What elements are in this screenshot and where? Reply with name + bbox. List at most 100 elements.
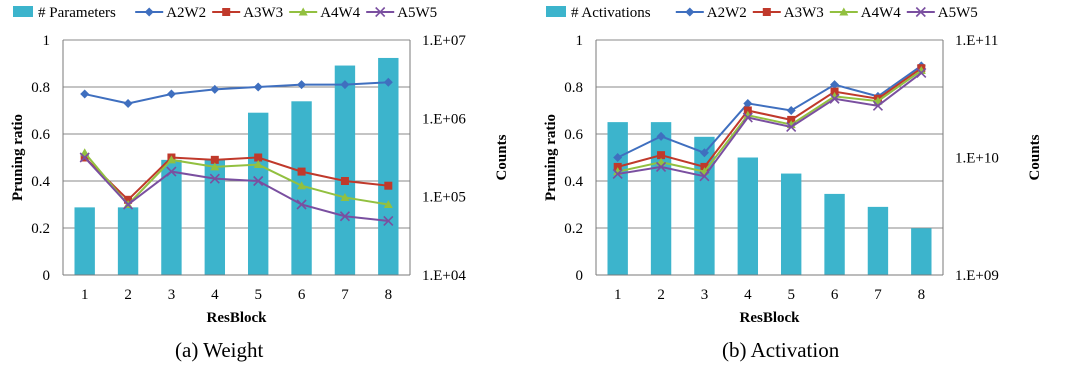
- y2-tick-label: 1.E+09: [955, 268, 999, 284]
- series-point: [872, 100, 884, 111]
- y-tick-label: 0.2: [31, 221, 50, 237]
- legend-marker: [762, 8, 771, 16]
- legend-label-bars: # Activations: [571, 5, 651, 21]
- x-axis-title: ResBlock: [207, 310, 268, 326]
- series-point: [254, 153, 263, 162]
- series-point: [296, 199, 307, 210]
- y-tick-label: 0: [576, 268, 584, 284]
- y2-tick-label: 1.E+06: [422, 111, 466, 127]
- series-point: [699, 148, 709, 158]
- bar: [247, 112, 269, 275]
- x-tick-label: 6: [298, 287, 306, 303]
- series-point: [656, 131, 666, 141]
- series-point: [613, 153, 623, 162]
- bar: [780, 173, 802, 275]
- legend-marker: [839, 7, 849, 16]
- series-point: [123, 98, 133, 108]
- series-point: [787, 115, 796, 124]
- weight-chart: 0 0.2 0.4 0.6 0.8 1 1.E+04 1.E+05 1.E+06 1.E+07 1 2…: [10, 5, 510, 326]
- series-point: [743, 106, 752, 115]
- caption-activation: (b) Activation: [722, 338, 840, 362]
- series-point: [209, 173, 220, 184]
- legend-label: A2W2: [166, 5, 206, 21]
- x-tick-label: 7: [341, 287, 349, 303]
- legend-label: A4W4: [320, 5, 360, 21]
- legend-marker: [144, 7, 154, 17]
- y-tick-label: 1: [576, 33, 584, 49]
- series-line-a3w3: [83, 156, 389, 202]
- series-point: [830, 91, 840, 100]
- y-tick-label: 0: [43, 268, 51, 284]
- x-tick-label: 8: [385, 287, 393, 303]
- bar: [74, 207, 95, 275]
- series-point: [829, 93, 840, 104]
- legend-label: A3W3: [243, 5, 283, 21]
- series-line-a2w2: [84, 81, 389, 105]
- series-line-a5w5: [83, 156, 389, 222]
- bar: [161, 159, 182, 275]
- y-tick-label: 1: [43, 33, 51, 49]
- series-point: [80, 89, 90, 99]
- legend-label: A5W5: [938, 5, 978, 21]
- bar: [824, 193, 845, 275]
- legend-label: A4W4: [861, 5, 901, 21]
- y-tick-label: 0.8: [31, 80, 50, 96]
- x-tick-label: 3: [701, 287, 709, 303]
- y2-tick-label: 1.E+11: [955, 33, 998, 49]
- series-point: [253, 82, 263, 92]
- y2-tick-label: 1.E+07: [422, 33, 466, 49]
- x-tick-label: 2: [657, 287, 665, 303]
- series-point: [339, 211, 351, 222]
- y2-axis-title: Counts: [1027, 134, 1043, 180]
- series-line-a5w5: [617, 72, 922, 178]
- x-tick-label: 7: [874, 287, 882, 303]
- series-point: [743, 110, 753, 119]
- series-point: [612, 168, 623, 180]
- series-point: [340, 80, 350, 90]
- series-point: [297, 80, 307, 90]
- series-point: [830, 80, 840, 90]
- legend-label-bars: # Parameters: [38, 5, 116, 21]
- legend-label: A3W3: [784, 5, 824, 21]
- series-point: [657, 151, 666, 160]
- x-tick-label: 3: [168, 287, 176, 303]
- legend-swatch-bars: [546, 6, 566, 17]
- y-axis-title: Pruning ratio: [543, 114, 559, 201]
- legend-label: A5W5: [397, 5, 437, 21]
- series-point: [384, 181, 393, 190]
- y2-tick-label: 1.E+04: [422, 268, 466, 284]
- legend-marker: [298, 7, 308, 16]
- series-point: [210, 84, 220, 94]
- y-tick-label: 0.4: [31, 174, 50, 190]
- activation-chart: 0 0.2 0.4 0.6 0.8 1 1.E+09 1.E+10 1.E+11 1 2 3 4 5 6 7 8…: [543, 5, 1043, 326]
- bar: [737, 157, 759, 275]
- bar: [204, 159, 226, 275]
- y-tick-label: 0.8: [564, 80, 583, 96]
- series-point: [166, 155, 176, 164]
- series-line-a3w3: [617, 67, 922, 169]
- y-tick-label: 0.4: [564, 174, 583, 190]
- x-tick-label: 4: [211, 287, 219, 303]
- series-point: [613, 162, 622, 171]
- series-point: [655, 161, 667, 172]
- series-point: [383, 215, 394, 227]
- series-point: [79, 152, 90, 163]
- series-point: [210, 162, 220, 171]
- caption-weight: (a) Weight: [175, 338, 264, 362]
- series-point: [166, 89, 176, 99]
- x-tick-label: 1: [81, 287, 89, 303]
- x-tick-label: 1: [614, 287, 622, 303]
- series-point: [340, 192, 350, 201]
- series-line-a2w2: [617, 65, 922, 159]
- x-tick-label: 6: [831, 287, 839, 303]
- series-point: [743, 98, 753, 108]
- series-point: [297, 181, 307, 190]
- series-point: [122, 199, 134, 210]
- x-tick-label: 8: [918, 287, 926, 303]
- series-point: [383, 77, 393, 87]
- series-point: [166, 166, 177, 177]
- x-axis-title: ResBlock: [740, 310, 801, 326]
- series-line-a4w4: [83, 152, 389, 206]
- series-point: [124, 195, 133, 204]
- legend-swatch-bars: [13, 6, 33, 17]
